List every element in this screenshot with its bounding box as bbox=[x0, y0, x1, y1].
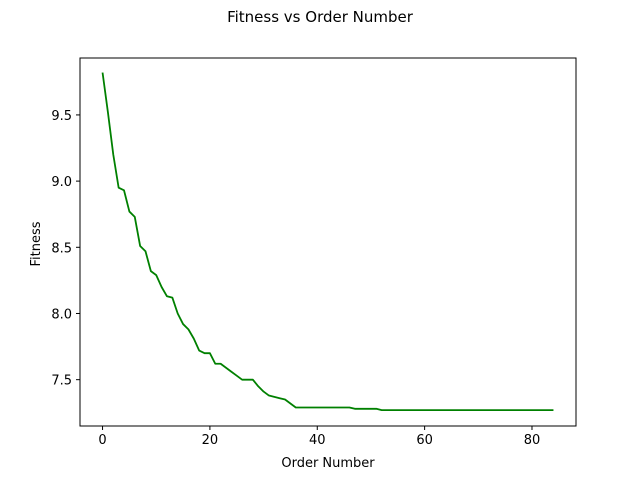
y-axis-ticks: 7.5 8.0 8.5 9.0 9.5 bbox=[51, 109, 80, 389]
y-tick-label: 9.5 bbox=[51, 109, 72, 124]
y-axis-label: Fitness bbox=[29, 221, 44, 266]
x-tick-label: 20 bbox=[202, 433, 219, 448]
series-layer bbox=[101, 72, 554, 412]
x-tick-label: 60 bbox=[416, 433, 433, 448]
x-tick-label: 80 bbox=[524, 433, 541, 448]
plot-frame bbox=[79, 57, 577, 427]
x-axis-ticks: 0 20 40 60 80 bbox=[98, 426, 540, 448]
y-tick-label: 9.0 bbox=[51, 175, 72, 190]
x-axis-label: Order Number bbox=[281, 456, 375, 471]
y-tick-label: 8.5 bbox=[51, 241, 72, 256]
y-tick-label: 8.0 bbox=[51, 307, 72, 322]
x-tick-label: 0 bbox=[98, 433, 106, 448]
chart-title: Fitness vs Order Number bbox=[227, 8, 414, 26]
y-tick-label: 7.5 bbox=[51, 374, 72, 389]
x-tick-label: 40 bbox=[309, 433, 326, 448]
series-line-fitness bbox=[101, 72, 554, 412]
